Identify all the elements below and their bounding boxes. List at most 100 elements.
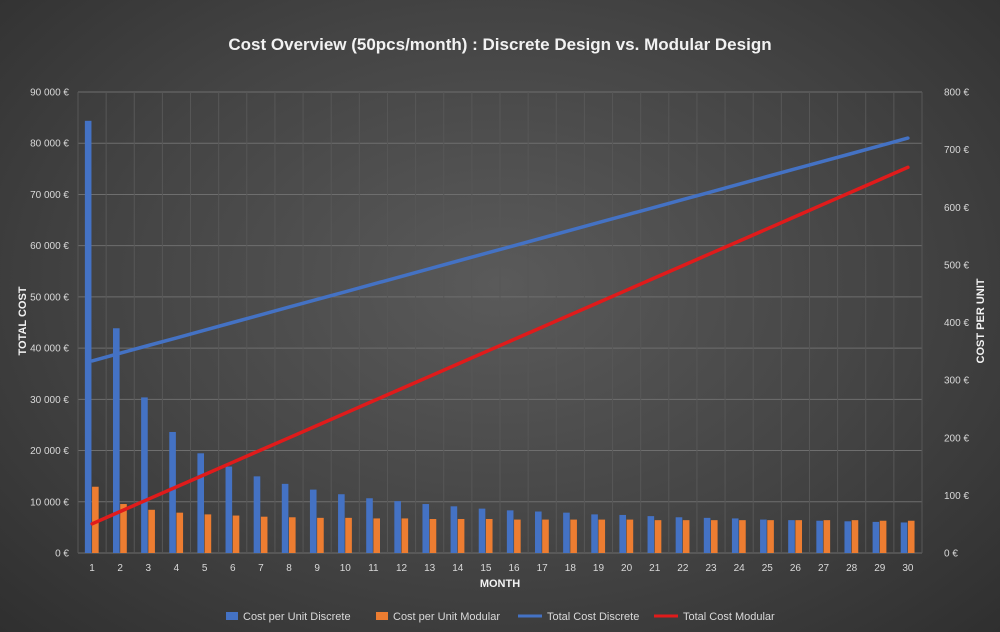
x-tick-label: 28 xyxy=(846,563,858,574)
line-series xyxy=(90,136,910,526)
bar-cost-per-unit-modular xyxy=(767,520,774,553)
y-tick-label: 30 000 € xyxy=(30,395,69,406)
legend-swatch xyxy=(226,612,238,620)
bar-cost-per-unit-discrete xyxy=(225,466,233,553)
bar-cost-per-unit-discrete xyxy=(731,518,739,553)
legend: Cost per Unit Discrete Cost per Unit Modu… xyxy=(226,611,775,623)
x-tick-label: 27 xyxy=(818,563,830,574)
bar-cost-per-unit-modular xyxy=(457,519,465,553)
bar-cost-per-unit-modular xyxy=(148,509,155,553)
x-tick-label: 5 xyxy=(202,563,208,574)
bar-cost-per-unit-modular xyxy=(570,519,577,553)
x-tick-label: 19 xyxy=(593,563,605,574)
bar-cost-per-unit-modular xyxy=(907,520,915,553)
bar-cost-per-unit-modular xyxy=(626,519,634,553)
bar-cost-per-unit-discrete xyxy=(253,476,261,553)
y2-tick-label: 400 € xyxy=(944,318,969,329)
x-tick-label: 2 xyxy=(117,563,123,574)
chart-title: Cost Overview (50pcs/month) : Discrete D… xyxy=(228,35,771,54)
bar-cost-per-unit-discrete xyxy=(675,517,683,553)
x-tick-label: 13 xyxy=(424,563,436,574)
x-tick-label: 7 xyxy=(258,563,264,574)
y2-tick-label: 600 € xyxy=(944,203,969,214)
bar-cost-per-unit-discrete xyxy=(844,521,852,553)
bar-cost-per-unit-modular xyxy=(260,516,268,553)
y-tick-label: 10 000 € xyxy=(30,497,69,508)
x-tick-label: 20 xyxy=(621,563,633,574)
x-axis-title: MONTH xyxy=(480,578,520,590)
x-tick-label: 8 xyxy=(286,563,292,574)
bar-cost-per-unit-discrete xyxy=(900,522,908,553)
x-tick-label: 25 xyxy=(762,563,774,574)
bar-cost-per-unit-discrete xyxy=(309,489,317,553)
bar-cost-per-unit-discrete xyxy=(84,120,92,553)
legend-label: Cost per Unit Discrete xyxy=(243,611,351,623)
y-tick-label: 20 000 € xyxy=(30,446,69,457)
y-tick-label: 80 000 € xyxy=(30,139,69,150)
bar-cost-per-unit-modular xyxy=(654,520,662,553)
bar-cost-per-unit-modular xyxy=(851,520,859,553)
x-tick-label: 17 xyxy=(537,563,549,574)
y-tick-label: 0 € xyxy=(55,549,69,560)
x-tick-label: 12 xyxy=(396,563,408,574)
x-tick-label: 10 xyxy=(340,563,352,574)
bar-cost-per-unit-discrete xyxy=(394,501,401,553)
bar-cost-per-unit-discrete xyxy=(169,431,176,553)
bar-cost-per-unit-modular xyxy=(120,504,127,553)
bar-cost-per-unit-modular xyxy=(682,520,690,553)
bar-cost-per-unit-discrete xyxy=(788,520,795,553)
bar-cost-per-unit-modular xyxy=(232,515,240,553)
bar-cost-per-unit-discrete xyxy=(450,506,458,553)
axes: 0 € 10 000 € 20 000 € 30 000 € 40 000 € 50 00… xyxy=(30,88,969,575)
x-tick-label: 1 xyxy=(89,563,95,574)
x-tick-label: 4 xyxy=(174,563,180,574)
bar-cost-per-unit-modular xyxy=(795,520,802,553)
bar-cost-per-unit-modular xyxy=(485,519,493,553)
y2-tick-label: 200 € xyxy=(944,433,969,444)
y-axis-title: TOTAL COST xyxy=(17,286,29,355)
line-total-cost-discrete xyxy=(90,136,910,363)
line-total-cost-modular xyxy=(90,165,910,526)
legend-swatch xyxy=(376,612,388,620)
bar-cost-per-unit-modular xyxy=(739,520,746,553)
bar-cost-per-unit-discrete xyxy=(619,514,626,553)
legend-label: Total Cost Discrete xyxy=(547,611,639,623)
bars xyxy=(84,120,915,553)
bar-cost-per-unit-discrete xyxy=(141,397,148,553)
y-tick-label: 50 000 € xyxy=(30,292,69,303)
x-tick-label: 30 xyxy=(902,563,914,574)
x-tick-label: 16 xyxy=(509,563,521,574)
x-tick-label: 9 xyxy=(314,563,320,574)
legend-label: Cost per Unit Modular xyxy=(393,611,500,623)
bar-cost-per-unit-modular xyxy=(823,520,831,553)
bar-cost-per-unit-discrete xyxy=(338,494,345,553)
bar-cost-per-unit-discrete xyxy=(366,498,373,553)
bar-cost-per-unit-modular xyxy=(401,518,409,553)
x-tick-label: 24 xyxy=(734,563,746,574)
y2-tick-label: 500 € xyxy=(944,260,969,271)
bar-cost-per-unit-modular xyxy=(204,514,212,553)
gridlines xyxy=(77,91,923,554)
bar-cost-per-unit-discrete xyxy=(760,519,767,553)
bar-cost-per-unit-modular xyxy=(373,518,380,553)
bar-cost-per-unit-modular xyxy=(542,519,549,553)
bar-cost-per-unit-modular xyxy=(92,486,99,553)
x-tick-label: 6 xyxy=(230,563,236,574)
y2-tick-label: 0 € xyxy=(944,549,958,560)
y2-tick-label: 800 € xyxy=(944,88,969,99)
y-tick-label: 40 000 € xyxy=(30,344,69,355)
y-tick-label: 70 000 € xyxy=(30,190,69,201)
bar-cost-per-unit-discrete xyxy=(563,512,570,553)
bar-cost-per-unit-discrete xyxy=(591,514,598,553)
legend-label: Total Cost Modular xyxy=(683,611,775,623)
x-tick-label: 23 xyxy=(705,563,717,574)
bar-cost-per-unit-discrete xyxy=(816,520,823,553)
x-tick-label: 11 xyxy=(368,563,379,574)
bar-cost-per-unit-discrete xyxy=(506,510,514,553)
bar-cost-per-unit-modular xyxy=(317,517,324,553)
bar-cost-per-unit-discrete xyxy=(478,508,486,553)
x-tick-label: 14 xyxy=(452,563,464,574)
x-tick-label: 26 xyxy=(790,563,802,574)
x-tick-label: 21 xyxy=(649,563,661,574)
